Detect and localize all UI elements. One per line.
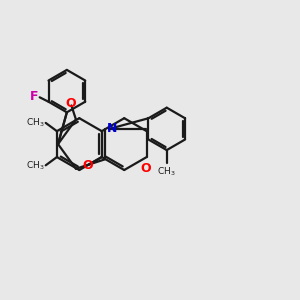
- Text: CH$_3$: CH$_3$: [26, 160, 44, 172]
- Text: CH$_3$: CH$_3$: [26, 116, 44, 129]
- Text: O: O: [141, 162, 152, 176]
- Text: CH$_3$: CH$_3$: [158, 165, 176, 178]
- Text: N: N: [107, 122, 118, 135]
- Text: O: O: [82, 159, 93, 172]
- Text: O: O: [65, 97, 76, 110]
- Text: F: F: [30, 90, 38, 103]
